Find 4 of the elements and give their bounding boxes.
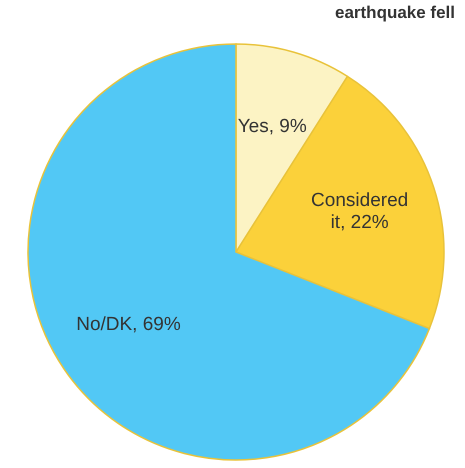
chart-title: earthquake fell bbox=[335, 3, 455, 22]
slice-label: No/DK, 69% bbox=[76, 314, 181, 336]
slice-label: Yes, 9% bbox=[238, 116, 307, 138]
slice-label: Considered it, 22% bbox=[311, 190, 408, 233]
